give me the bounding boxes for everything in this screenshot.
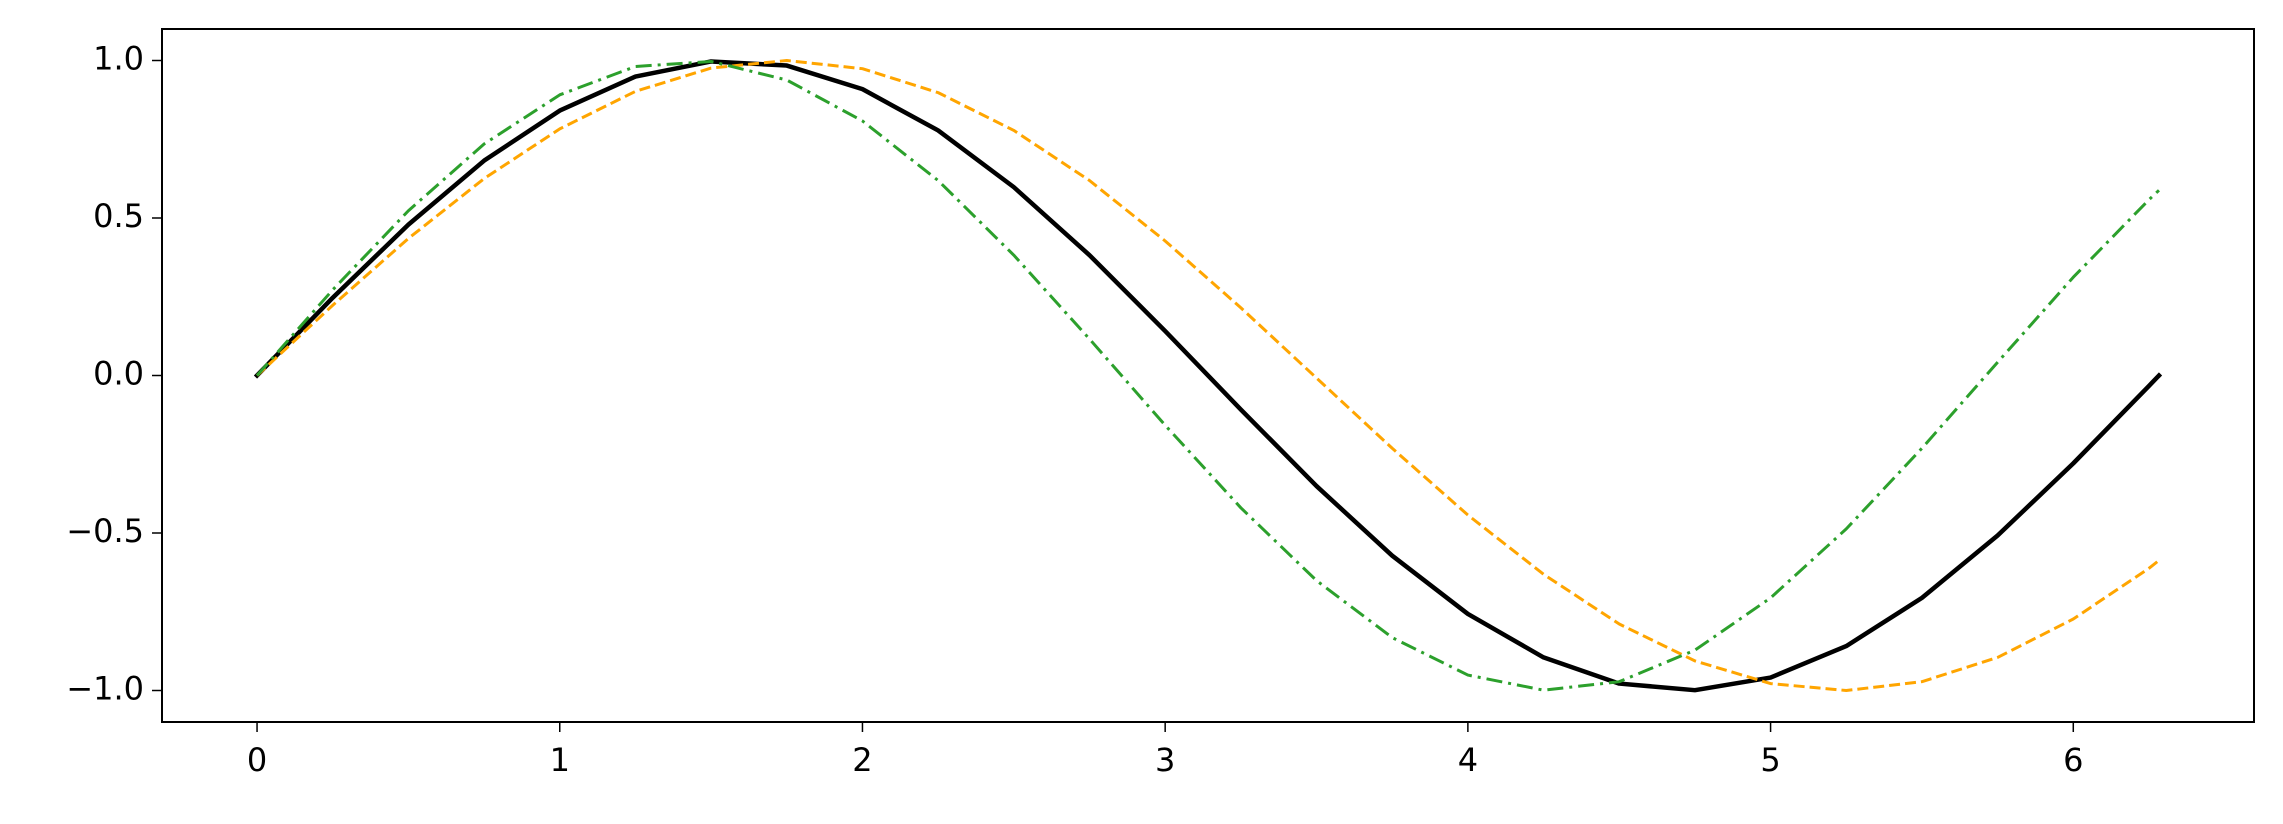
y-tick-label: 0.0 bbox=[93, 355, 144, 393]
line-series bbox=[255, 59, 2160, 692]
y-tick-label: 0.5 bbox=[93, 197, 144, 235]
x-tick-label: 1 bbox=[550, 741, 570, 779]
x-tick-label: 3 bbox=[1155, 741, 1175, 779]
y-tick-label: −1.0 bbox=[66, 670, 144, 708]
x-tick-label: 6 bbox=[2063, 741, 2083, 779]
y-tick-label: 1.0 bbox=[93, 40, 144, 78]
x-tick-label: 5 bbox=[1760, 741, 1780, 779]
x-tick-label: 2 bbox=[852, 741, 872, 779]
line-series bbox=[253, 59, 2163, 693]
line-series bbox=[256, 59, 2160, 692]
x-tick-label: 4 bbox=[1458, 741, 1478, 779]
y-tick-label: −0.5 bbox=[66, 512, 144, 550]
x-tick-label: 0 bbox=[247, 741, 267, 779]
plot-frame bbox=[161, 28, 2255, 723]
